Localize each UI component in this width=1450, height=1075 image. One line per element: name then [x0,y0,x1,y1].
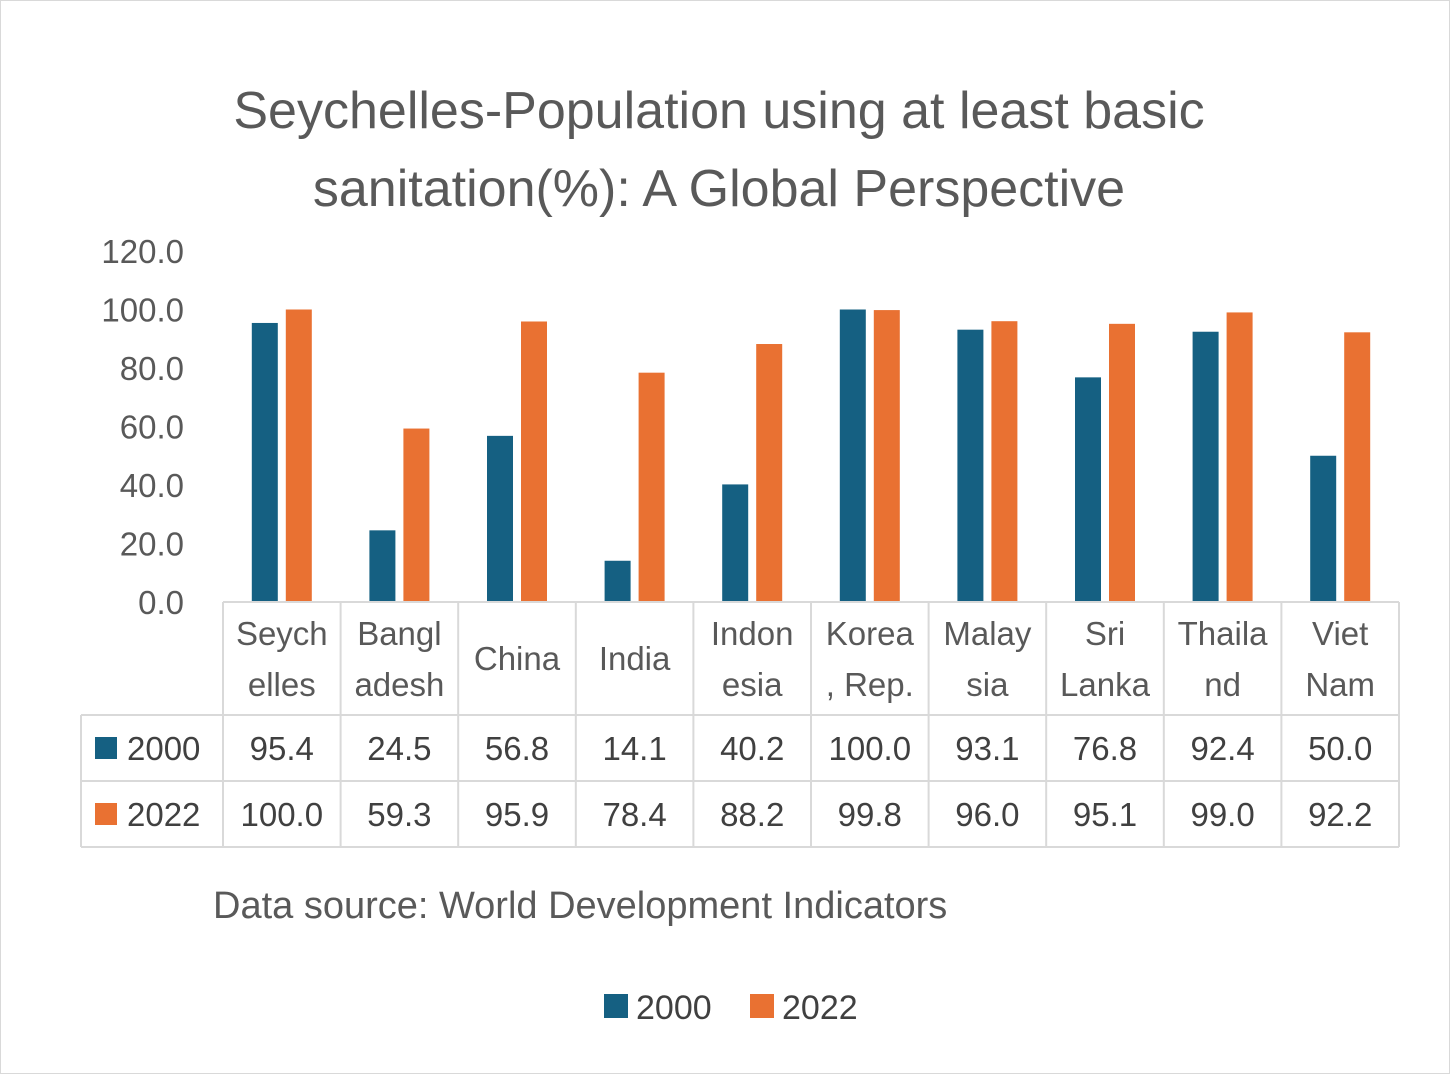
legend: 2000 2022 [604,989,858,1027]
x-category-label: elles [248,666,316,703]
x-category-label: Malay [943,615,1032,652]
table-cell-value: 95.4 [250,730,314,767]
table-cell-value: 96.0 [955,796,1019,833]
table-cell-value: 93.1 [955,730,1019,767]
bar-2022-4 [756,344,783,602]
table-cell-value: 99.8 [838,796,902,833]
bar-2000-0 [251,322,278,602]
table-row-header: 2000 [127,730,200,767]
x-category-label: adesh [354,666,444,703]
y-tick-label: 60.0 [120,409,184,446]
table-cell-value: 100.0 [241,796,324,833]
table-legend-key-2000 [95,737,117,759]
bars [251,309,1371,602]
bar-2000-3 [604,560,631,602]
table-cell-value: 95.1 [1073,796,1137,833]
bar-2022-1 [403,428,430,602]
bar-2022-5 [873,310,900,602]
bar-2022-0 [285,309,312,602]
x-category-label: Sri [1085,615,1125,652]
table-cell-value: 14.1 [602,730,666,767]
bar-2022-9 [1344,332,1371,602]
legend-label: 2000 [636,989,712,1027]
table-cell-value: 99.0 [1190,796,1254,833]
bar-2022-8 [1226,312,1253,602]
table-cell-value: 76.8 [1073,730,1137,767]
x-category-label: , Rep. [826,666,914,703]
y-tick-label: 80.0 [120,350,184,387]
bar-2022-2 [521,321,547,602]
y-tick-label: 40.0 [120,467,184,504]
y-tick-label: 0.0 [138,584,184,621]
table-cell-value: 78.4 [602,796,666,833]
bar-2022-7 [1109,323,1135,602]
chart-title-line: Seychelles-Population using at least bas… [233,82,1204,140]
bar-2022-6 [991,321,1018,602]
table-cell-value: 56.8 [485,730,549,767]
x-category-label: Thaila [1178,615,1269,652]
y-axis: 0.0 20.0 40.0 60.0 80.0 100.0 120.0 [101,233,184,621]
bar-2000-9 [1310,455,1337,602]
table-cell-value: 95.9 [485,796,549,833]
x-category-label: Bangl [357,615,441,652]
bar-2000-2 [487,435,513,602]
bar-2000-7 [1075,377,1101,602]
bar-2000-1 [369,530,396,602]
bar-2000-8 [1192,331,1219,602]
bar-2000-5 [839,309,866,602]
table-cell-value: 59.3 [367,796,431,833]
bar-2000-4 [722,484,749,602]
chart-title: Seychelles-Population using at least bas… [233,82,1204,218]
x-category-label: Nam [1305,666,1375,703]
x-category-label: China [474,640,561,677]
y-tick-label: 120.0 [101,233,184,270]
table-cell-value: 24.5 [367,730,431,767]
chart-title-line: sanitation(%): A Global Perspective [313,160,1125,218]
table-cell-value: 92.4 [1190,730,1254,767]
x-category-label: Lanka [1060,666,1151,703]
source-note: Data source: World Development Indicator… [213,885,947,927]
table-cell-value: 92.2 [1308,796,1372,833]
table-cell-value: 40.2 [720,730,784,767]
legend-swatch-2022 [750,994,774,1018]
x-category-label: nd [1204,666,1241,703]
table-legend-key-2022 [95,803,117,825]
bar-2000-6 [957,329,984,602]
table-cell-value: 88.2 [720,796,784,833]
y-tick-label: 100.0 [101,292,184,329]
x-category-label: esia [722,666,783,703]
table-cell-value: 50.0 [1308,730,1372,767]
x-category-label: Viet [1312,615,1368,652]
x-category-label: Indon [711,615,794,652]
table-row-header: 2022 [127,796,200,833]
legend-swatch-2000 [604,994,628,1018]
x-category-label: Korea [826,615,915,652]
table-cell-value: 100.0 [829,730,912,767]
legend-label: 2022 [782,989,858,1027]
x-category-label: India [599,640,671,677]
y-tick-label: 20.0 [120,526,184,563]
bar-2022-3 [638,372,665,602]
x-category-label: Seych [236,615,328,652]
x-category-label: sia [966,666,1009,703]
data-table: Seych elles Bangl adesh China India Indon esia K… [80,601,1400,848]
